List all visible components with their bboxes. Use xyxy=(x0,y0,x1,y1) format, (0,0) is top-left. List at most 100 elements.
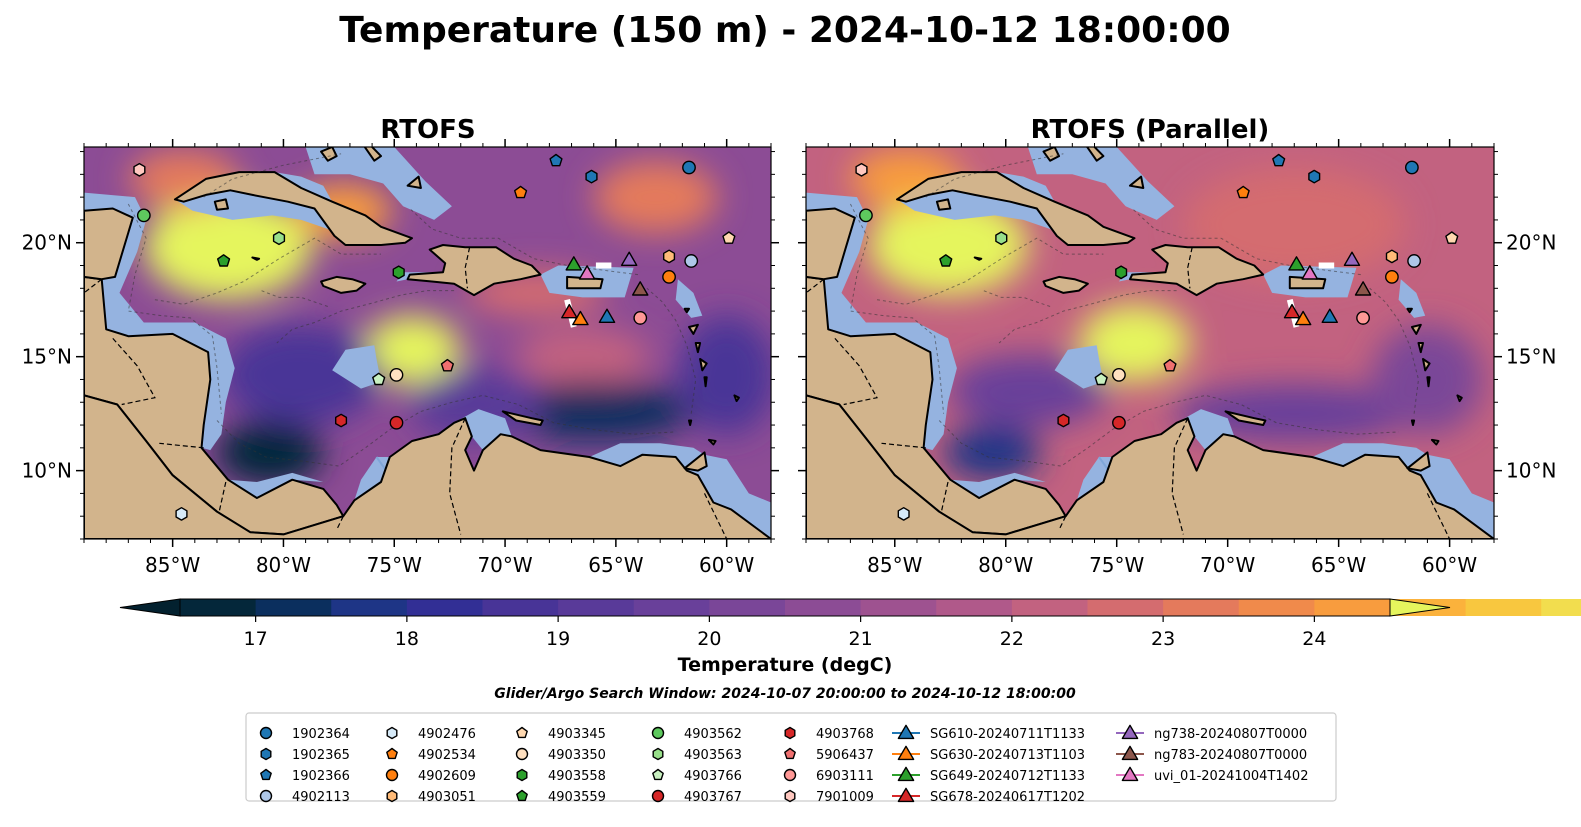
legend-label: ng738-20240807T0000 xyxy=(1154,727,1307,742)
legend-marker xyxy=(1121,745,1139,761)
land-hispaniola xyxy=(1129,244,1265,297)
legend-marker xyxy=(783,768,797,782)
legend-marker xyxy=(652,768,664,781)
colorbar-segment xyxy=(1163,599,1240,616)
panel-title: RTOFS xyxy=(380,115,475,145)
glider-uvi_01-20241004T1402 xyxy=(578,265,596,280)
colorbar-frame xyxy=(179,598,1391,617)
legend-marker xyxy=(516,726,528,739)
float-1902365 xyxy=(1308,169,1321,184)
map-area xyxy=(806,147,1494,539)
land-lesser4 xyxy=(699,358,708,372)
shelf-region xyxy=(1312,443,1494,539)
colorbar-segment xyxy=(1314,599,1391,616)
legend-entry-4903350: 4903350 xyxy=(515,747,606,763)
legend-label: SG649-20240712T1133 xyxy=(930,769,1085,784)
legend-label: 4902476 xyxy=(418,727,476,742)
colorbar-tick-label: 17 xyxy=(244,628,268,650)
land-lesser3 xyxy=(694,342,702,354)
float-4903558 xyxy=(392,265,405,280)
legend-marker xyxy=(1121,766,1139,782)
float-7901009 xyxy=(133,162,146,177)
legend-label: 4903051 xyxy=(418,790,476,805)
legend-entry-4903766: 4903766 xyxy=(652,768,742,784)
country-border xyxy=(940,481,949,512)
float-6903111 xyxy=(633,311,648,325)
land-lesser7 xyxy=(1410,419,1416,426)
float-1902364 xyxy=(1404,160,1419,175)
shelf-region xyxy=(305,147,452,220)
legend-marker xyxy=(1121,724,1139,740)
float-4903562 xyxy=(136,208,151,223)
panel-title: RTOFS (Parallel) xyxy=(1031,115,1270,145)
legend-entry-6903111: 6903111 xyxy=(783,768,874,784)
legend-entry-SG610-20240711T1133: SG610-20240711T1133 xyxy=(892,724,1085,742)
land-cuba xyxy=(896,171,1136,246)
glider-SG649-20240712T1133 xyxy=(1288,256,1305,271)
colorbar-segment xyxy=(633,599,710,616)
colorbar-tick-label: 19 xyxy=(546,628,570,650)
float-4903558 xyxy=(1115,265,1128,280)
land-bahamas3 xyxy=(406,175,422,189)
legend-marker xyxy=(784,726,796,740)
country-border xyxy=(84,278,103,294)
float-4903051 xyxy=(1385,249,1398,264)
map-panel-1: RTOFS 85°W 80°W 75°W 70°W 65°W 60°W 20°N 15°N 10°… xyxy=(22,115,779,577)
legend-marker xyxy=(260,768,272,781)
land-bahamas1 xyxy=(320,147,338,162)
legend-entry-4903051: 4903051 xyxy=(386,789,476,805)
country-border xyxy=(218,481,227,512)
legend-entry-SG630-20240713T1103: SG630-20240713T1103 xyxy=(892,745,1085,763)
legend-marker xyxy=(784,789,796,803)
float-4902534 xyxy=(1236,185,1250,199)
country-border xyxy=(1058,515,1067,531)
legend-entry-4903345: 4903345 xyxy=(516,726,606,742)
temperature-feature xyxy=(143,194,313,300)
temperature-feature xyxy=(409,368,543,441)
land-cuba xyxy=(173,171,413,246)
land-lesser5 xyxy=(703,376,708,388)
y-axis: 20°N 15°N 10°N xyxy=(798,151,1556,540)
colorbar-tick-label: 24 xyxy=(1302,628,1326,650)
country-border xyxy=(1171,417,1189,535)
land-bahamas3 xyxy=(1129,175,1145,189)
land-southAmerica xyxy=(806,394,1494,539)
legend-entry-SG649-20240712T1133: SG649-20240712T1133 xyxy=(892,766,1085,784)
legend-marker xyxy=(651,789,665,803)
legend-entry-1902366: 1902366 xyxy=(260,768,350,784)
legend-marker xyxy=(515,747,529,761)
legend-entry-ng738-20240807T0000: ng738-20240807T0000 xyxy=(1116,724,1307,742)
colorbar-segment xyxy=(860,599,937,616)
float-5906437 xyxy=(440,358,454,372)
land-bahamas2 xyxy=(1085,147,1105,162)
country-border xyxy=(703,493,728,539)
country-border xyxy=(834,338,878,406)
y-tick-label: 20°N xyxy=(1506,231,1556,255)
legend-label: 4903562 xyxy=(684,727,742,742)
y-tick-label: 10°N xyxy=(1506,459,1556,483)
legend-marker xyxy=(259,726,273,740)
colorbar-segment xyxy=(1087,599,1164,616)
legend-entry-4902609: 4902609 xyxy=(385,768,476,784)
legend-entry-4903559: 4903559 xyxy=(516,789,606,805)
float-4902609 xyxy=(1385,270,1399,284)
float-7901009 xyxy=(855,162,868,177)
legend-entry-1902364: 1902364 xyxy=(259,726,350,742)
glider-ng738-20240807T0000 xyxy=(1343,251,1361,266)
shelf-region xyxy=(1076,457,1113,501)
float-4903350 xyxy=(389,368,404,382)
legend-entry-uvi_01-20241004T1402: uvi_01-20241004T1402 xyxy=(1116,766,1308,784)
legend-entry-4902113: 4902113 xyxy=(259,789,350,805)
x-tick-label: 75°W xyxy=(367,553,422,577)
glider-SG678-20240617T1202 xyxy=(1283,303,1301,319)
colorbar-segment xyxy=(936,599,1013,616)
x-tick-label: 70°W xyxy=(477,553,532,577)
colorbar-segment xyxy=(482,599,559,616)
x-tick-label: 70°W xyxy=(1200,553,1255,577)
legend-entry-4903562: 4903562 xyxy=(651,726,742,742)
colorbar-under-extension xyxy=(119,598,181,617)
float-4903345 xyxy=(722,231,736,244)
colorbar-segment xyxy=(558,599,635,616)
temperature-feature xyxy=(221,324,381,426)
float-4903562 xyxy=(859,208,873,223)
